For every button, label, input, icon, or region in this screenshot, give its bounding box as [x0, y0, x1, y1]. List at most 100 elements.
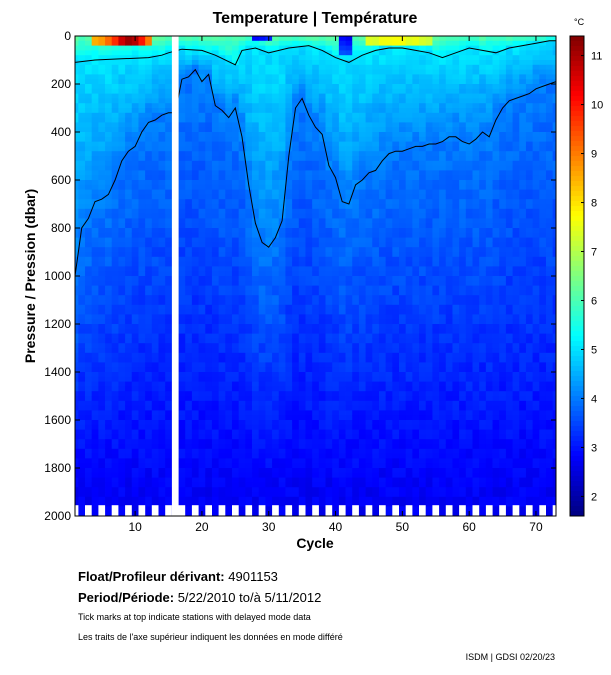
- heatmap-cell: [365, 218, 373, 224]
- heatmap-cell: [198, 285, 206, 291]
- heatmap-cell: [218, 223, 226, 229]
- heatmap-cell: [218, 314, 226, 320]
- heatmap-cell: [298, 372, 306, 378]
- heatmap-cell: [285, 468, 293, 474]
- heatmap-cell: [258, 448, 266, 454]
- heatmap-cell: [352, 50, 360, 56]
- heatmap-cell: [205, 40, 213, 46]
- heatmap-cell: [385, 285, 393, 291]
- heatmap-cell: [205, 79, 213, 85]
- heatmap-cell: [218, 74, 226, 80]
- heatmap-cell: [111, 487, 119, 493]
- heatmap-cell: [365, 453, 373, 459]
- heatmap-cell: [305, 93, 313, 99]
- heatmap-cell: [75, 410, 79, 416]
- heatmap-cell: [292, 300, 300, 306]
- heatmap-cell: [252, 501, 260, 507]
- heatmap-cell: [245, 136, 253, 142]
- heatmap-cell: [158, 50, 166, 56]
- heatmap-cell: [272, 319, 280, 325]
- heatmap-cell: [75, 156, 79, 162]
- heatmap-cell: [225, 410, 233, 416]
- heatmap-cell: [138, 276, 146, 282]
- heatmap-cell: [332, 141, 340, 147]
- heatmap-cell: [218, 501, 226, 507]
- heatmap-cell: [118, 448, 126, 454]
- heatmap-cell: [245, 463, 253, 469]
- heatmap-cell: [225, 420, 233, 426]
- heatmap-cell: [365, 208, 373, 214]
- heatmap-cell: [258, 444, 266, 450]
- heatmap-cell: [378, 439, 387, 445]
- heatmap-cell: [111, 434, 119, 440]
- heatmap-cell: [332, 60, 340, 66]
- heatmap-cell: [165, 170, 173, 176]
- heatmap-cell: [278, 88, 286, 94]
- heatmap-cell: [198, 127, 206, 133]
- heatmap-cell: [211, 453, 220, 459]
- heatmap-cell: [151, 487, 159, 493]
- heatmap-cell: [312, 36, 320, 42]
- heatmap-cell: [358, 165, 366, 171]
- heatmap-cell: [75, 232, 79, 238]
- heatmap-cell: [158, 266, 166, 272]
- heatmap-cell: [85, 64, 93, 70]
- heatmap-cell: [252, 362, 260, 368]
- heatmap-cell: [151, 396, 159, 402]
- heatmap-cell: [352, 189, 360, 195]
- heatmap-cell: [312, 477, 320, 483]
- heatmap-cell: [91, 328, 99, 334]
- heatmap-cell: [145, 338, 153, 344]
- heatmap-cell: [345, 93, 353, 99]
- heatmap-cell: [385, 103, 393, 109]
- heatmap-cell: [392, 84, 400, 90]
- heatmap-cell: [98, 463, 106, 469]
- heatmap-cell: [312, 295, 320, 301]
- heatmap-cell: [225, 468, 233, 474]
- heatmap-cell: [231, 146, 240, 152]
- heatmap-cell: [312, 319, 320, 325]
- heatmap-cell: [85, 463, 93, 469]
- heatmap-cell: [312, 98, 320, 104]
- heatmap-cell: [318, 271, 326, 277]
- heatmap-cell: [332, 492, 340, 498]
- heatmap-cell: [125, 487, 133, 493]
- heatmap-cell: [385, 242, 393, 248]
- heatmap-cell: [265, 156, 273, 162]
- heatmap-cell: [345, 266, 353, 272]
- heatmap-cell: [292, 434, 300, 440]
- heatmap-cell: [298, 146, 306, 152]
- heatmap-cell: [399, 208, 407, 214]
- heatmap-cell: [218, 93, 226, 99]
- heatmap-cell: [178, 204, 186, 210]
- heatmap-cell: [165, 261, 173, 267]
- heatmap-cell: [352, 487, 360, 493]
- heatmap-cell: [125, 64, 133, 70]
- heatmap-cell: [318, 117, 326, 123]
- heatmap-cell: [85, 112, 93, 118]
- heatmap-cell: [185, 439, 193, 445]
- heatmap-cell: [218, 40, 226, 46]
- heatmap-cell: [265, 372, 273, 378]
- heatmap-cell: [138, 180, 146, 186]
- heatmap-cell: [125, 213, 133, 219]
- heatmap-cell: [272, 180, 280, 186]
- heatmap-cell: [205, 271, 213, 277]
- heatmap-cell: [385, 84, 393, 90]
- heatmap-cell: [318, 141, 326, 147]
- heatmap-cell: [185, 309, 193, 315]
- heatmap-cell: [345, 146, 353, 152]
- heatmap-cell: [75, 271, 79, 277]
- heatmap-cell: [365, 496, 373, 502]
- heatmap-cell: [178, 396, 186, 402]
- heatmap-cell: [352, 434, 360, 440]
- heatmap-cell: [265, 103, 273, 109]
- heatmap-cell: [399, 482, 407, 488]
- heatmap-cell: [278, 492, 286, 498]
- heatmap-cell: [231, 434, 240, 440]
- heatmap-cell: [332, 45, 340, 51]
- heatmap-cell: [338, 410, 346, 416]
- heatmap-cell: [332, 122, 340, 128]
- heatmap-cell: [191, 444, 199, 450]
- heatmap-cell: [245, 304, 253, 310]
